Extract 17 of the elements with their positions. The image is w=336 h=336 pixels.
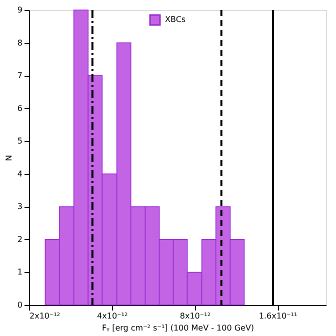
y-tick-label: 8 [17,38,22,48]
y-tick-label: 9 [17,6,22,14]
y-tick-label: 2 [17,234,22,244]
y-tick-label: 0 [17,300,22,310]
y-tick-label: 3 [17,202,22,212]
x-axis-title: Fᵧ [erg cm⁻² s⁻¹] (100 MeV - 100 GeV) [102,324,254,332]
y-tick-label: 1 [17,268,22,277]
y-tick-label: 7 [17,71,22,80]
x-tick-label: 1.6x10⁻¹¹ [258,312,298,320]
x-tick-label: 8x10⁻¹² [180,312,211,320]
x-tick-label: 2x10⁻¹² [30,312,60,320]
y-tick-label: 5 [17,136,22,146]
legend-label: XBCs [165,15,186,24]
x-tick-label: 4x10⁻¹² [97,312,128,320]
y-tick-label: 6 [17,104,22,113]
y-axis-title: N [4,154,14,161]
y-tick-label: 4 [17,169,22,178]
